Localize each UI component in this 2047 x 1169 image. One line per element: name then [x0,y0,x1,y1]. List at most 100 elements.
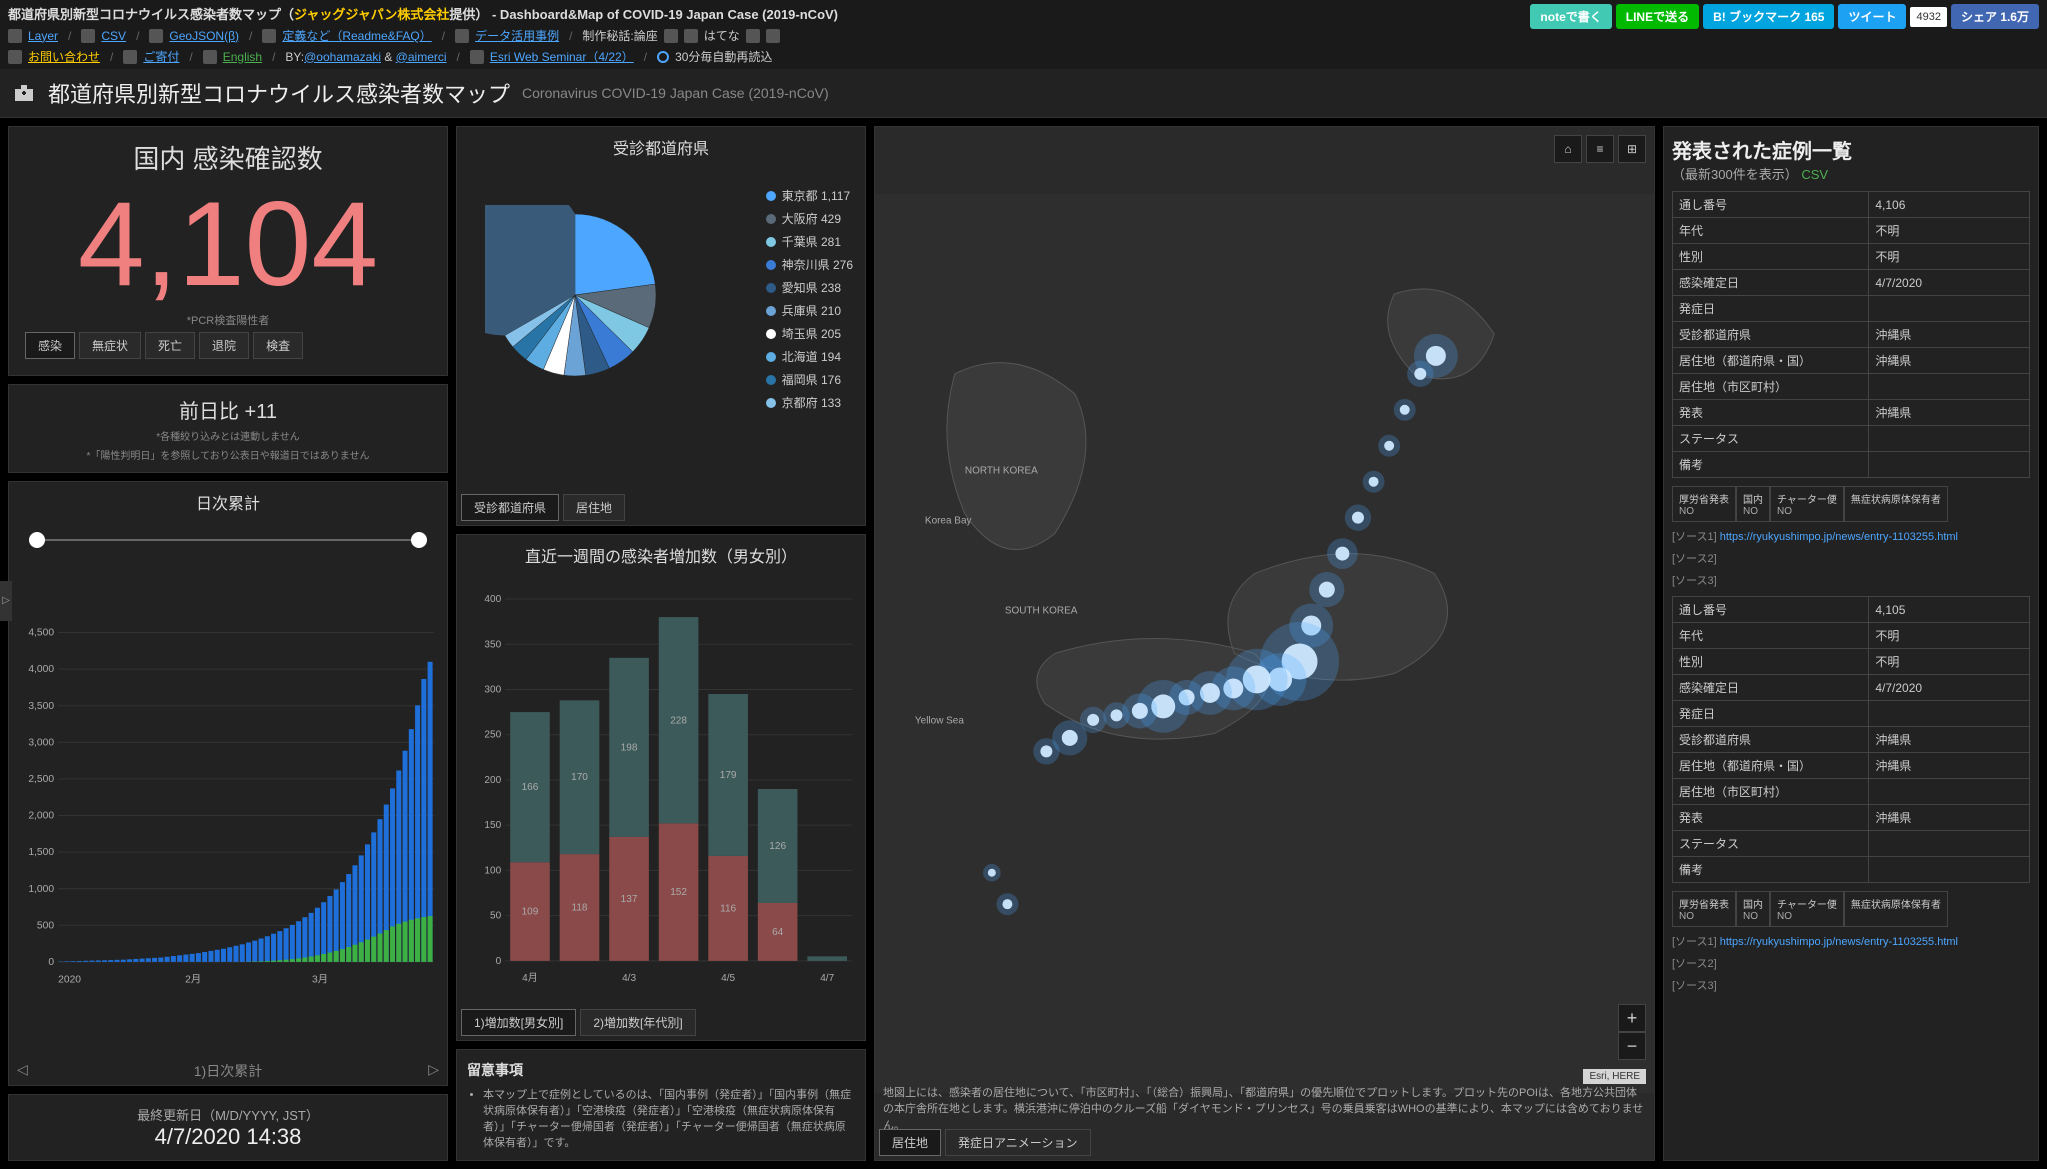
svg-text:4月: 4月 [522,972,538,984]
svg-text:3,000: 3,000 [28,737,54,748]
link-icon [8,29,22,43]
legend-item: 福岡県 176 [766,371,853,388]
topbar-link[interactable]: Layer [28,29,58,43]
topbar-link[interactable]: ご寄付 [143,48,179,65]
svg-text:109: 109 [522,907,539,918]
map-zoom-in[interactable]: + [1618,1004,1646,1032]
pie-tabs: 受診都道府県居住地 [457,490,865,525]
slider-handle-start[interactable] [29,532,45,548]
source-row: [ソース3] [1672,977,2030,993]
counter-tabs: 感染無症状死亡退院検査 [21,328,435,363]
next-arrow[interactable]: ▷ [428,1061,439,1081]
svg-text:64: 64 [772,927,784,938]
case-record: 通し番号4,105年代不明性別不明感染確定日4/7/2020発症日受診都道府県沖… [1672,596,2030,883]
date-slider[interactable] [29,530,427,550]
svg-text:100: 100 [484,865,501,876]
tab-検査[interactable]: 検査 [253,332,303,359]
notes-panel: 留意事項 本マップ上で症例としているのは、「国内事例（発症者）」「国内事例（無症… [456,1049,866,1161]
page-title: 都道府県別新型コロナウイルス感染者数マップ [48,77,510,109]
provider-link[interactable]: ジャッグジャパン株式会社 [294,7,449,22]
link-icon [455,29,469,43]
source-link[interactable]: https://ryukyushimpo.jp/news/entry-11032… [1720,936,1958,948]
topbar-link[interactable]: Esri Web Seminar（4/22） [490,48,634,65]
legend-item: 東京都 1,117 [766,187,853,204]
map-zoom-out[interactable]: − [1618,1032,1646,1060]
pie-title: 受診都道府県 [457,127,865,167]
counter-label: 国内 感染確認数 [21,139,435,176]
note-button[interactable]: noteで書く [1530,4,1611,29]
svg-text:500: 500 [37,920,54,931]
svg-text:2,500: 2,500 [28,774,54,785]
legend-item: 兵庫県 210 [766,302,853,319]
tab-居住地[interactable]: 居住地 [563,494,625,521]
svg-text:179: 179 [720,770,737,781]
tab-1)増加数[男女別][interactable]: 1)増加数[男女別] [461,1009,576,1036]
source-row: [ソース1] https://ryukyushimpo.jp/news/entr… [1672,933,2030,949]
svg-text:Korea Bay: Korea Bay [925,516,972,527]
tab-感染[interactable]: 感染 [25,332,75,359]
svg-text:118: 118 [571,903,587,914]
tab-死亡[interactable]: 死亡 [145,332,195,359]
topbar-link[interactable]: 定義など（Readme&FAQ） [282,27,431,44]
svg-text:150: 150 [484,820,501,831]
hatena-button[interactable]: B! ブックマーク 165 [1703,4,1834,29]
tab-無症状[interactable]: 無症状 [79,332,141,359]
svg-text:198: 198 [621,742,638,753]
line-button[interactable]: LINEで送る [1616,4,1699,29]
map-list-icon[interactable]: ≡ [1586,135,1614,163]
tab-受診都道府県[interactable]: 受診都道府県 [461,494,559,521]
update-label: 最終更新日（M/D/YYYY, JST） [19,1105,437,1124]
counter-note: *PCR検査陽性者 [21,312,435,328]
svg-text:4,500: 4,500 [28,628,54,639]
tab-居住地[interactable]: 居住地 [879,1129,941,1156]
map-grid-icon[interactable]: ⊞ [1618,135,1646,163]
legend-item: 神奈川県 276 [766,256,853,273]
topbar-link[interactable]: CSV [101,29,126,43]
map-panel[interactable]: NORTH KOREASOUTH KOREAKorea BayYellow Se… [874,126,1655,1161]
svg-text:1,000: 1,000 [28,884,54,895]
link-icon [149,29,163,43]
source-row: [ソース3] [1672,572,2030,588]
page-subtitle: Coronavirus COVID-19 Japan Case (2019-nC… [522,85,829,101]
daily-tab-label[interactable]: 1)日次累計 [194,1061,262,1081]
daily-chart-panel: 日次累計 05001,0001,5002,0002,5003,0003,5004… [8,481,448,1086]
daily-chart: 05001,0001,5002,0002,5003,0003,5004,0004… [17,566,439,1049]
csv-link[interactable]: CSV [1801,167,1828,182]
tab-2)増加数[年代別][interactable]: 2)増加数[年代別] [580,1009,695,1036]
svg-text:2020: 2020 [58,974,81,985]
facebook-button[interactable]: シェア 1.6万 [1951,4,2039,29]
weekly-bar-panel: 直近一週間の感染者増加数（男女別） 0501001502002503003504… [456,534,866,1041]
twitter-count: 4932 [1910,7,1946,27]
svg-text:0: 0 [48,957,54,968]
tab-発症日アニメーション[interactable]: 発症日アニメーション [945,1129,1091,1156]
topbar-link[interactable]: GeoJSON(β) [169,29,239,43]
prev-arrow[interactable]: ◁ [17,1061,28,1081]
twitter-button[interactable]: ツイート [1838,4,1906,29]
tab-退院[interactable]: 退院 [199,332,249,359]
update-panel: 最終更新日（M/D/YYYY, JST） 4/7/2020 14:38 [8,1094,448,1161]
svg-text:126: 126 [769,841,786,852]
svg-text:50: 50 [490,911,502,922]
topbar-link[interactable]: English [223,50,262,64]
source-link[interactable]: https://ryukyushimpo.jp/news/entry-11032… [1720,531,1958,543]
source-row: [ソース2] [1672,955,2030,971]
map-home-icon[interactable]: ⌂ [1554,135,1582,163]
social-buttons: noteで書く LINEで送る B! ブックマーク 165 ツイート 4932 … [1530,4,2039,29]
pie-panel: 受診都道府県 東京都 1,117大阪府 429千葉県 281神奈川県 276愛知… [456,126,866,526]
legend-item: 大阪府 429 [766,210,853,227]
svg-text:0: 0 [496,956,502,967]
delta-note2: *「陽性判明日」を参照しており公表日や報道日ではありません [19,447,437,462]
slider-handle-end[interactable] [411,532,427,548]
link-icon [81,29,95,43]
svg-text:Yellow Sea: Yellow Sea [915,715,964,726]
svg-text:400: 400 [484,594,501,605]
topbar-link[interactable]: お問い合わせ [28,48,100,65]
case-list-panel: 発表された症例一覧 （最新300件を表示） CSV 通し番号4,106年代不明性… [1663,126,2039,1161]
topbar-link[interactable]: データ活用事例 [475,27,559,44]
svg-text:137: 137 [621,894,638,905]
map-canvas[interactable]: NORTH KOREASOUTH KOREAKorea BayYellow Se… [875,127,1654,1160]
svg-text:2月: 2月 [185,973,201,985]
source-row: [ソース1] https://ryukyushimpo.jp/news/entr… [1672,528,2030,544]
svg-text:4/5: 4/5 [721,973,735,984]
case-record: 通し番号4,106年代不明性別不明感染確定日4/7/2020発症日受診都道府県沖… [1672,191,2030,478]
